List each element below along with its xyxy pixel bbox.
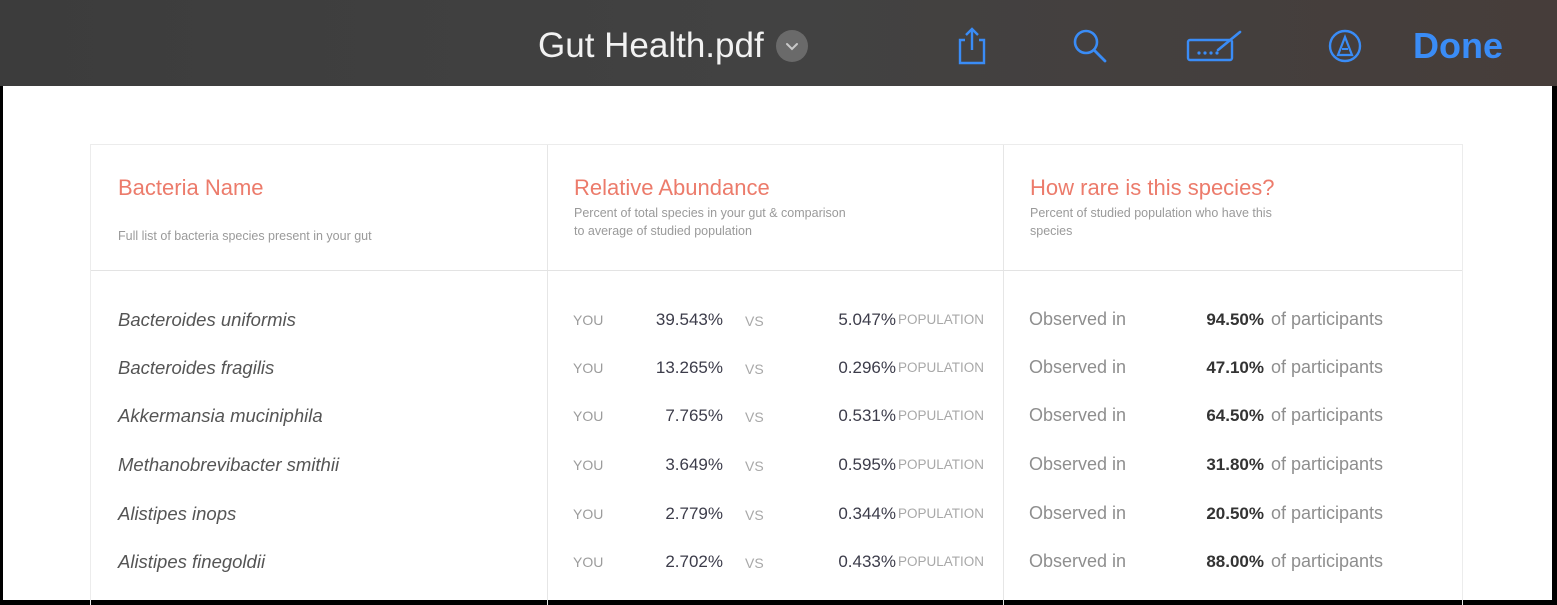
column-subtitle-rarity-line1: Percent of studied population who have t… (1030, 206, 1272, 220)
you-abundance: 13.265% (655, 358, 723, 377)
population-abundance: 0.296% (838, 358, 896, 377)
population-abundance: 0.433% (838, 552, 896, 571)
observed-percent: 94.50% (1206, 310, 1264, 329)
observed-label: Observed in (1029, 309, 1127, 329)
participants-label: of participants (1271, 551, 1384, 571)
table-row: Alistipes inops YOU 2.779% VS 0.344% POP… (91, 491, 1462, 539)
bacteria-name: Akkermansia muciniphila (118, 405, 323, 426)
population-label: POPULATION (898, 408, 985, 423)
bacteria-name: Alistipes inops (118, 503, 237, 524)
column-subtitle-rarity-line2: species (1030, 224, 1073, 238)
column-subtitle-relative-abundance-line1: Percent of total species in your gut & c… (574, 206, 846, 220)
pdf-page: Bacteria Name Full list of bacteria spec… (3, 86, 1552, 605)
you-abundance: 2.702% (665, 552, 723, 571)
population-abundance: 0.531% (838, 406, 896, 425)
header-divider (91, 270, 1462, 271)
you-abundance: 7.765% (665, 406, 723, 425)
chevron-down-icon[interactable] (775, 30, 808, 62)
observed-percent: 64.50% (1206, 406, 1264, 425)
you-label: YOU (573, 312, 604, 328)
pdf-toolbar: Gut Health.pdf Done (0, 0, 1557, 86)
markup-icon[interactable] (1323, 24, 1367, 68)
signature-icon[interactable] (1184, 24, 1248, 68)
population-label: POPULATION (898, 312, 985, 327)
vs-label: VS (745, 361, 764, 377)
you-label: YOU (573, 408, 604, 424)
done-button[interactable]: Done (1413, 25, 1503, 66)
column-title-rarity: How rare is this species? (1030, 175, 1275, 200)
column-title-bacteria-name: Bacteria Name (118, 175, 264, 200)
population-abundance: 0.344% (838, 504, 896, 523)
observed-percent: 47.10% (1206, 358, 1264, 377)
you-abundance: 3.649% (665, 455, 723, 474)
population-abundance: 5.047% (838, 310, 896, 329)
vs-label: VS (745, 507, 764, 523)
population-label: POPULATION (898, 506, 985, 521)
participants-label: of participants (1271, 454, 1384, 474)
observed-label: Observed in (1029, 357, 1127, 377)
bacteria-name: Bacteroides uniformis (118, 309, 296, 330)
you-label: YOU (573, 554, 604, 570)
you-abundance: 39.543% (655, 310, 723, 329)
column-subtitle-relative-abundance-line2: to average of studied population (574, 224, 752, 238)
participants-label: of participants (1271, 405, 1384, 425)
observed-label: Observed in (1029, 405, 1127, 425)
bacteria-name: Alistipes finegoldii (118, 551, 266, 572)
participants-label: of participants (1271, 357, 1384, 377)
population-label: POPULATION (898, 457, 985, 472)
you-label: YOU (573, 457, 604, 473)
table-row: Bacteroides uniformis YOU 39.543% VS 5.0… (91, 297, 1462, 345)
bacteria-name: Bacteroides fragilis (118, 357, 275, 378)
observed-label: Observed in (1029, 454, 1127, 474)
population-label: POPULATION (898, 554, 985, 569)
table-row: Methanobrevibacter smithii YOU 3.649% VS… (91, 442, 1462, 490)
observed-percent: 31.80% (1206, 455, 1264, 474)
vs-label: VS (745, 555, 764, 571)
you-label: YOU (573, 506, 604, 522)
share-icon[interactable] (950, 24, 994, 68)
document-title: Gut Health.pdf (538, 26, 764, 65)
table-row: Alistipes finegoldii YOU 2.702% VS 0.433… (91, 539, 1462, 587)
column-divider (1003, 145, 1004, 605)
table-row: Akkermansia muciniphila YOU 7.765% VS 0.… (91, 393, 1462, 441)
you-label: YOU (573, 360, 604, 376)
column-title-relative-abundance: Relative Abundance (574, 175, 770, 200)
column-subtitle-bacteria-name: Full list of bacteria species present in… (118, 229, 372, 243)
table-row: Bacteroides fragilis YOU 13.265% VS 0.29… (91, 345, 1462, 393)
column-divider (547, 145, 548, 605)
population-abundance: 0.595% (838, 455, 896, 474)
vs-label: VS (745, 458, 764, 474)
bacteria-table: Bacteria Name Full list of bacteria spec… (90, 144, 1463, 605)
observed-percent: 88.00% (1206, 552, 1264, 571)
observed-percent: 20.50% (1206, 504, 1264, 523)
participants-label: of participants (1271, 503, 1384, 523)
population-label: POPULATION (898, 360, 985, 375)
search-icon[interactable] (1068, 24, 1112, 68)
bacteria-name: Methanobrevibacter smithii (118, 454, 340, 475)
observed-label: Observed in (1029, 551, 1127, 571)
vs-label: VS (745, 313, 764, 329)
observed-label: Observed in (1029, 503, 1127, 523)
participants-label: of participants (1271, 309, 1384, 329)
you-abundance: 2.779% (665, 504, 723, 523)
document-viewer[interactable]: Bacteria Name Full list of bacteria spec… (0, 86, 1557, 605)
vs-label: VS (745, 409, 764, 425)
document-title-menu[interactable]: Gut Health.pdf (538, 23, 808, 69)
